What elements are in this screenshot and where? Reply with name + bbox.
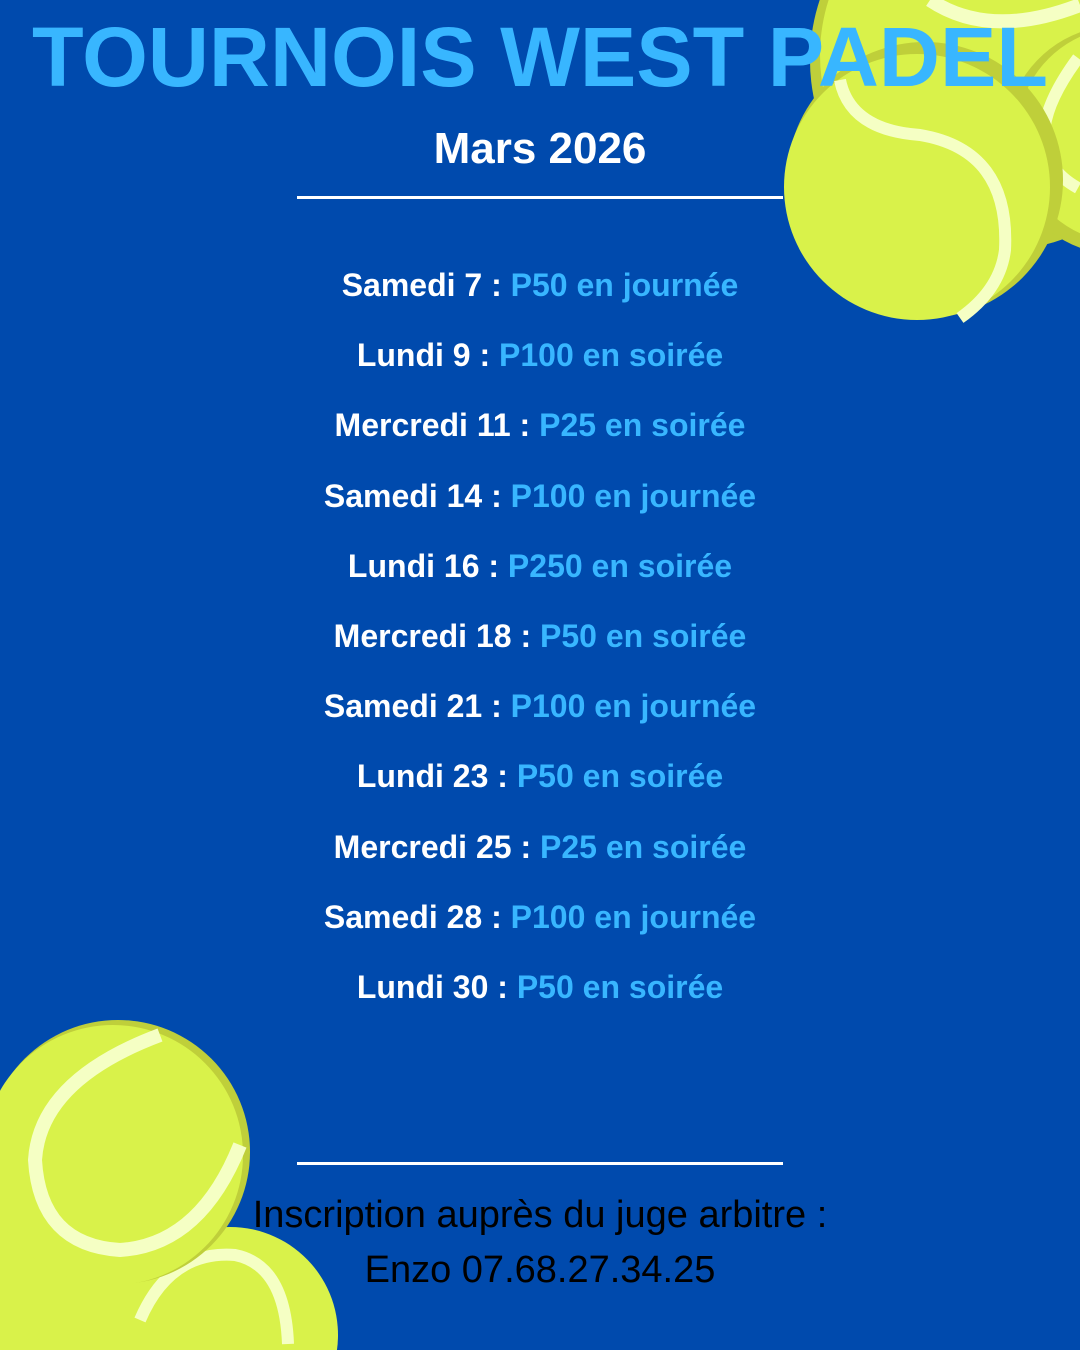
schedule-item: Samedi 14 : P100 en journée bbox=[0, 476, 1080, 516]
schedule-item: Mercredi 25 : P25 en soirée bbox=[0, 827, 1080, 867]
schedule-day: Mercredi 25 : bbox=[333, 828, 540, 865]
schedule-item: Lundi 9 : P100 en soirée bbox=[0, 335, 1080, 375]
registration-label: Inscription auprès du juge arbitre : bbox=[252, 1194, 828, 1236]
schedule-event: P100 en journée bbox=[510, 477, 757, 514]
schedule-item: Samedi 28 : P100 en journée bbox=[0, 897, 1080, 937]
schedule-event: P50 en soirée bbox=[516, 758, 724, 795]
schedule-day: Samedi 7 : bbox=[341, 267, 511, 303]
schedule-day: Mercredi 11 : bbox=[334, 407, 540, 444]
title-text: TOURNOIS WEST PADEL bbox=[32, 10, 1048, 104]
schedule-item: Mercredi 11 : P25 en soirée bbox=[0, 405, 1080, 445]
subtitle-month: Mars 2026 bbox=[433, 124, 647, 173]
schedule-day: Samedi 28 : bbox=[323, 898, 511, 935]
schedule-event: P50 en journée bbox=[510, 267, 739, 303]
schedule-day: Mercredi 18 : bbox=[333, 618, 540, 654]
schedule-item: Lundi 16 : P250 en soirée bbox=[0, 546, 1080, 586]
schedule-day: Lundi 16 : bbox=[347, 547, 508, 584]
schedule-day: Samedi 21 : bbox=[323, 688, 511, 725]
divider-bottom bbox=[297, 1162, 783, 1165]
schedule-event: P250 en soirée bbox=[507, 547, 733, 584]
schedule-item: Mercredi 18 : P50 en soirée bbox=[0, 616, 1080, 656]
schedule-event: P25 en soirée bbox=[539, 828, 747, 865]
divider-top bbox=[297, 196, 783, 199]
schedule-event: P25 en soirée bbox=[539, 407, 746, 444]
tennis-ball-icon bbox=[784, 42, 1063, 323]
schedule-event: P100 en journée bbox=[510, 688, 757, 725]
schedule-item: Samedi 21 : P100 en journée bbox=[0, 686, 1080, 726]
schedule-day: Lundi 30 : bbox=[356, 969, 517, 1005]
schedule-day: Lundi 9 : bbox=[356, 337, 500, 374]
schedule-event: P100 en journée bbox=[510, 898, 757, 935]
schedule-item: Samedi 7 : P50 en journée bbox=[0, 265, 1080, 305]
schedule-item: Lundi 30 : P50 en soirée bbox=[0, 967, 1080, 1007]
schedule-event: P100 en soirée bbox=[499, 337, 724, 374]
schedule-event: P50 en soirée bbox=[516, 969, 724, 1005]
schedule-day: Lundi 23 : bbox=[356, 758, 517, 795]
registration-contact: Enzo 07.68.27.34.25 bbox=[364, 1249, 716, 1291]
schedule-day: Samedi 14 : bbox=[323, 477, 511, 514]
schedule-item: Lundi 23 : P50 en soirée bbox=[0, 756, 1080, 796]
page-title: TOURNOIS WEST PADEL bbox=[32, 10, 1048, 104]
schedule-event: P50 en soirée bbox=[539, 618, 747, 654]
tennis-ball-icon bbox=[0, 1020, 250, 1285]
registration-info: Inscription auprès du juge arbitre : Enz… bbox=[0, 1188, 1080, 1298]
